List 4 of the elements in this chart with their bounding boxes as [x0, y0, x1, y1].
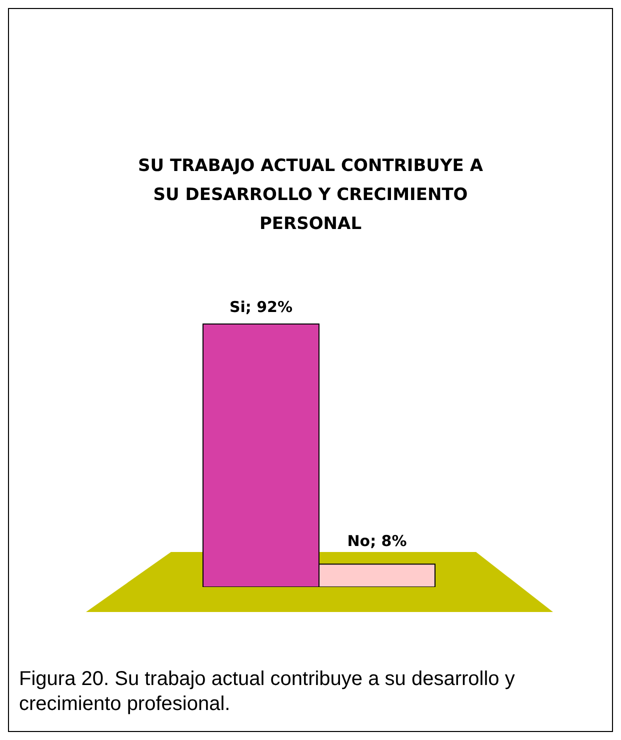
chart-title: SU TRABAJO ACTUAL CONTRIBUYE A SU DESARROLLO Y CRECIMIENTO PERSONAL	[137, 155, 484, 236]
data-label: Si; 92%	[229, 298, 293, 316]
text: Figura 20. Su trabajo actual contribuye a su desarrollo y crecimiento profesional.	[19, 667, 516, 717]
data-label: No; 8%	[347, 532, 407, 550]
